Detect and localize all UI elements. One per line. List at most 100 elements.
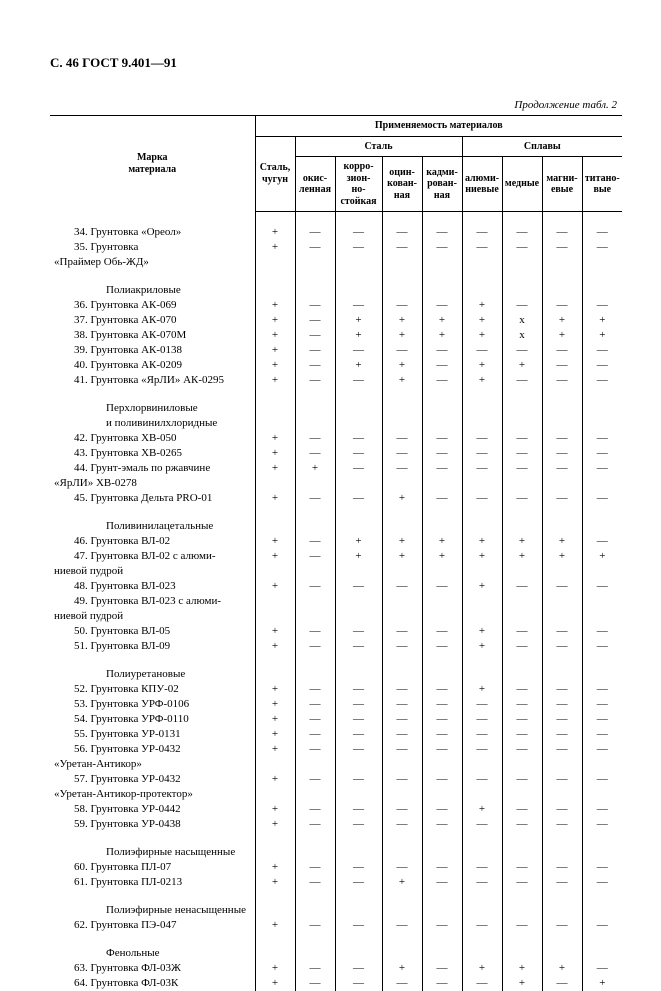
- table-cell: —: [462, 225, 502, 240]
- table-cell: —: [422, 373, 462, 388]
- table-cell: [255, 476, 295, 491]
- material-name: 63. Грунтовка ФЛ-03Ж: [50, 961, 255, 976]
- table-cell: [335, 832, 382, 845]
- material-name: 44. Грунт-эмаль по ржавчине: [50, 461, 255, 476]
- table-cell: [255, 388, 295, 401]
- table-cell: +: [255, 772, 295, 787]
- table-cell: —: [335, 875, 382, 890]
- table-cell: —: [502, 461, 542, 476]
- table-cell: —: [335, 682, 382, 697]
- table-cell: —: [335, 446, 382, 461]
- table-cell: [382, 476, 422, 491]
- table-cell: [582, 212, 622, 226]
- table-cell: [542, 519, 582, 534]
- table-cell: —: [335, 579, 382, 594]
- material-name: 38. Грунтовка АК-070М: [50, 328, 255, 343]
- table-cell: —: [295, 358, 335, 373]
- table-cell: [502, 401, 542, 416]
- table-cell: —: [582, 624, 622, 639]
- table-cell: +: [335, 534, 382, 549]
- table-cell: —: [462, 918, 502, 933]
- table-cell: [582, 845, 622, 860]
- table-cell: [542, 787, 582, 802]
- table-cell: —: [295, 817, 335, 832]
- table-cell: [255, 903, 295, 918]
- table-row: 55. Грунтовка УР-0131+————————: [50, 727, 622, 742]
- table-cell: [255, 609, 295, 624]
- table-cell: +: [462, 298, 502, 313]
- material-name: 40. Грунтовка АК-0209: [50, 358, 255, 373]
- table-cell: +: [255, 727, 295, 742]
- table-cell: —: [295, 918, 335, 933]
- table-cell: [542, 564, 582, 579]
- table-row: Фенольные: [50, 946, 622, 961]
- spacer-row: [50, 890, 622, 903]
- table-cell: —: [382, 772, 422, 787]
- material-name: 55. Грунтовка УР-0131: [50, 727, 255, 742]
- table-cell: —: [542, 461, 582, 476]
- table-cell: —: [462, 772, 502, 787]
- table-cell: +: [255, 534, 295, 549]
- table-row: 58. Грунтовка УР-0442+————+———: [50, 802, 622, 817]
- material-name: 45. Грунтовка Дельта PRO-01: [50, 491, 255, 506]
- table-cell: [422, 476, 462, 491]
- table-cell: —: [462, 976, 502, 991]
- table-row: 37. Грунтовка АК-070+—++++х++: [50, 313, 622, 328]
- table-cell: [542, 255, 582, 270]
- table-cell: —: [502, 431, 542, 446]
- material-name: 62. Грунтовка ПЭ-047: [50, 918, 255, 933]
- table-cell: [502, 845, 542, 860]
- table-cell: [542, 946, 582, 961]
- table-cell: [382, 890, 422, 903]
- table-cell: [502, 212, 542, 226]
- table-cell: —: [502, 742, 542, 757]
- table-row: 59. Грунтовка УР-0438+————————: [50, 817, 622, 832]
- table-cell: +: [462, 549, 502, 564]
- table-cell: [542, 416, 582, 431]
- table-cell: —: [382, 697, 422, 712]
- table-cell: —: [295, 682, 335, 697]
- table-cell: —: [582, 961, 622, 976]
- table-cell: [335, 787, 382, 802]
- table-cell: [335, 212, 382, 226]
- table-cell: —: [582, 712, 622, 727]
- table-cell: +: [255, 373, 295, 388]
- table-cell: +: [255, 461, 295, 476]
- table-cell: —: [502, 639, 542, 654]
- col-alum: алюми- ниевые: [462, 157, 502, 212]
- table-row: 56. Грунтовка УР-0432+————————: [50, 742, 622, 757]
- table-cell: [582, 283, 622, 298]
- table-cell: —: [502, 918, 542, 933]
- table-cell: +: [255, 961, 295, 976]
- table-cell: [462, 757, 502, 772]
- table-row: 62. Грунтовка ПЭ-047+————————: [50, 918, 622, 933]
- table-cell: —: [335, 624, 382, 639]
- table-cell: —: [542, 431, 582, 446]
- table-row: 48. Грунтовка ВЛ-023+————+———: [50, 579, 622, 594]
- table-cell: [542, 212, 582, 226]
- material-name: 49. Грунтовка ВЛ-023 с алюми-: [50, 594, 255, 609]
- table-cell: +: [462, 802, 502, 817]
- col-titan: титано- вые: [582, 157, 622, 212]
- table-cell: —: [295, 639, 335, 654]
- material-name: 52. Грунтовка КПУ-02: [50, 682, 255, 697]
- table-cell: [335, 401, 382, 416]
- table-cell: [255, 890, 295, 903]
- table-cell: [335, 270, 382, 283]
- table-cell: [542, 388, 582, 401]
- table-cell: —: [335, 918, 382, 933]
- table-cell: [502, 667, 542, 682]
- material-name: [50, 388, 255, 401]
- table-cell: [502, 787, 542, 802]
- table-cell: +: [295, 461, 335, 476]
- table-row: Перхлорвиниловые: [50, 401, 622, 416]
- table-cell: [502, 476, 542, 491]
- table-cell: [462, 564, 502, 579]
- table-cell: —: [422, 639, 462, 654]
- table-cell: [582, 890, 622, 903]
- table-cell: [582, 609, 622, 624]
- table-cell: [295, 594, 335, 609]
- table-cell: [295, 946, 335, 961]
- table-cell: [335, 476, 382, 491]
- table-cell: [255, 667, 295, 682]
